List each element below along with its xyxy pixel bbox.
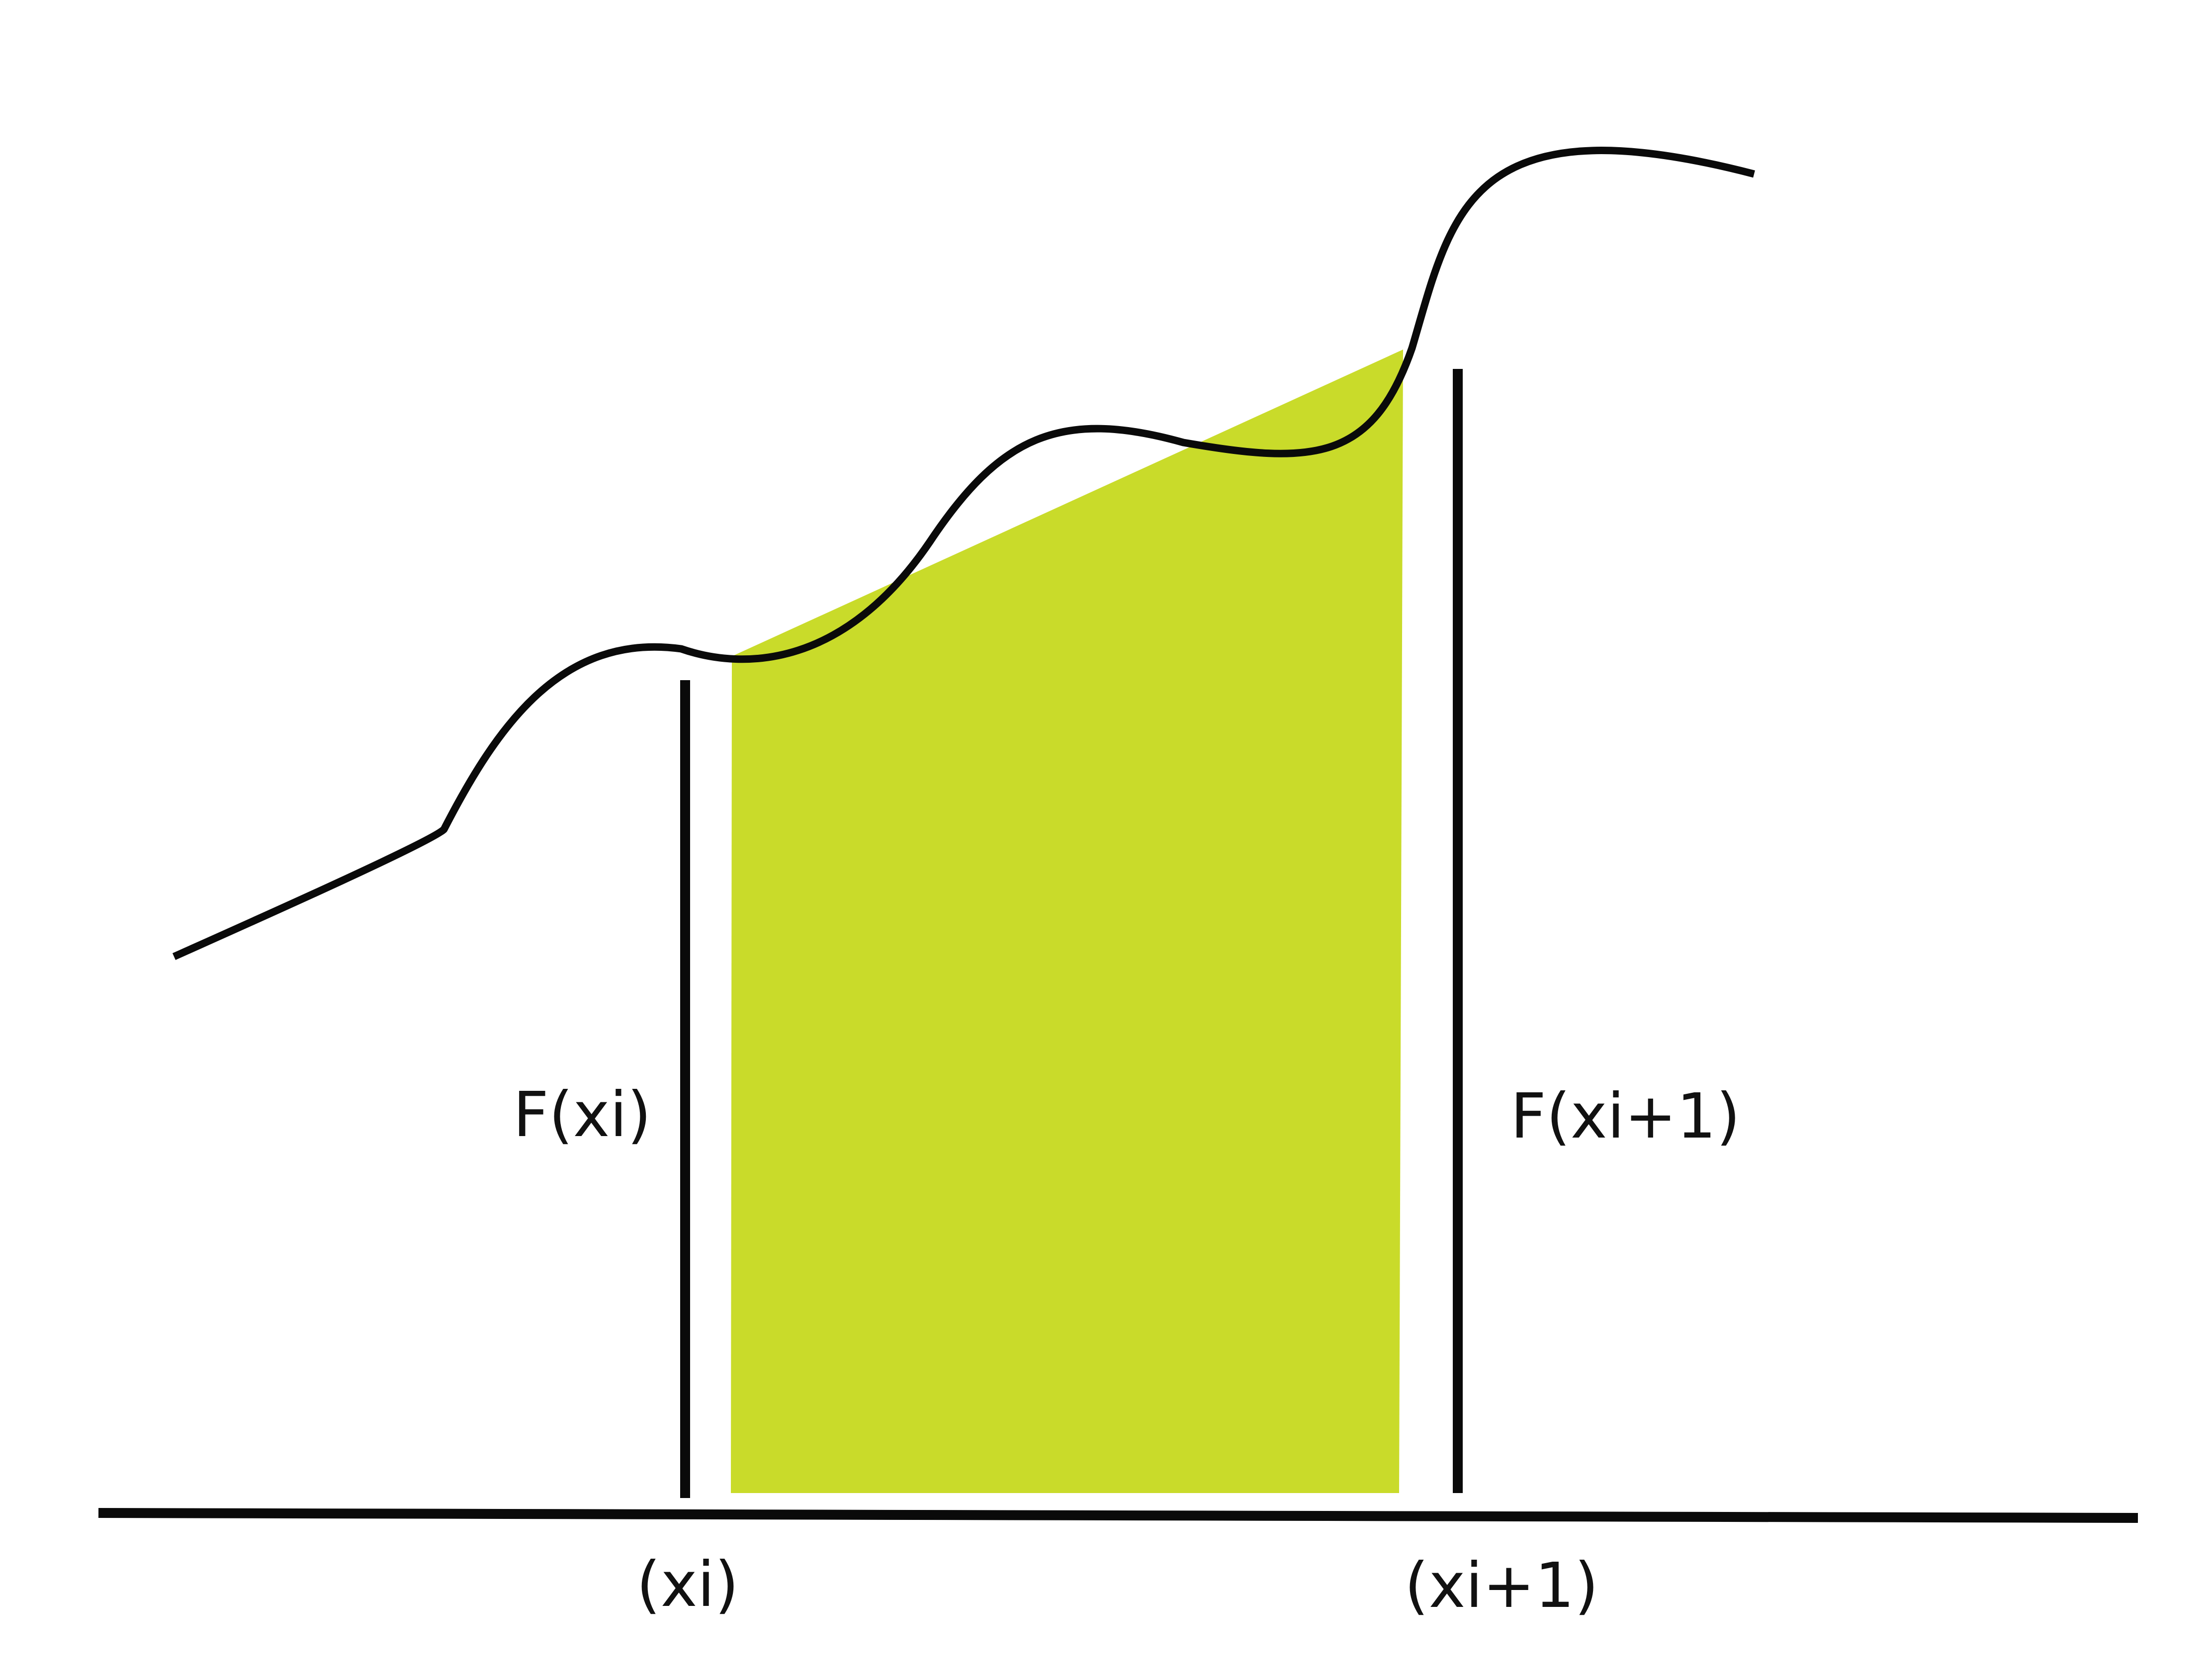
trapezoid-area [731,350,1403,1493]
function-curve [172,147,1755,960]
left-value-label: F(xi) [513,1079,651,1151]
x-axis [98,1508,2138,1523]
right-x-label: (xi+1) [1405,1550,1599,1622]
left-x-label: (xi) [636,1549,739,1621]
right-value-label: F(xi+1) [1510,1080,1740,1152]
